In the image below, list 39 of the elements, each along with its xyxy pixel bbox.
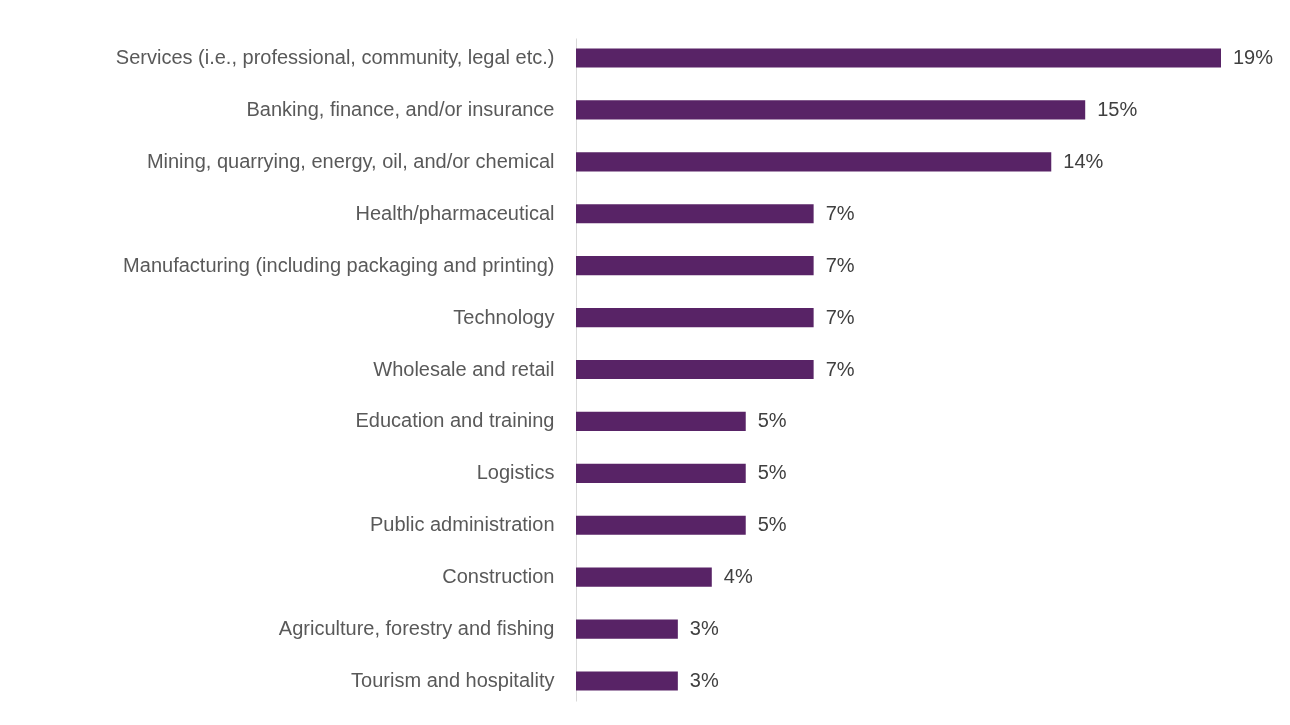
y-tick-label: Tourism and hospitality — [351, 669, 555, 692]
y-tick-label: Health/pharmaceutical — [355, 201, 555, 224]
bar — [576, 100, 1086, 120]
data-label: 7% — [825, 357, 855, 380]
data-label: 7% — [825, 253, 855, 276]
bar — [576, 411, 746, 432]
y-tick-label: Construction — [442, 565, 555, 588]
bar — [576, 152, 1052, 172]
bar — [576, 256, 814, 276]
data-label: 19% — [1233, 45, 1274, 68]
data-label: 3% — [689, 669, 719, 692]
bar — [576, 204, 814, 224]
data-label: 7% — [825, 201, 855, 224]
y-tick-label: Mining, quarrying, energy, oil, and/or chemical — [146, 149, 555, 172]
bar — [576, 48, 1221, 68]
y-tick-label: Wholesale and retail — [373, 357, 555, 380]
bar — [576, 671, 678, 691]
bar — [576, 567, 712, 587]
bar — [576, 359, 814, 380]
data-label: 5% — [757, 513, 787, 536]
bar — [576, 619, 678, 639]
y-tick-label: Agriculture, forestry and fishing — [278, 617, 555, 640]
data-label: 14% — [1063, 149, 1104, 172]
bar — [576, 515, 746, 535]
y-tick-label: Logistics — [476, 461, 555, 484]
y-tick-label: Banking, finance, and/or insurance — [246, 97, 555, 120]
data-label: 7% — [825, 305, 855, 328]
y-tick-label: Public administration — [369, 513, 555, 536]
y-tick-label: Technology — [453, 305, 555, 328]
data-label: 3% — [689, 617, 719, 640]
bar — [576, 463, 746, 483]
data-label: 5% — [757, 409, 787, 432]
bar — [576, 307, 814, 328]
data-label: 15% — [1097, 97, 1138, 120]
y-tick-label: Education and training — [355, 409, 555, 432]
y-tick-label: Manufacturing (including packaging and printing) — [123, 253, 555, 276]
data-label: 4% — [723, 565, 753, 588]
data-label: 5% — [757, 461, 787, 484]
y-tick-label: Services (i.e., professional, community, legal etc.) — [115, 45, 555, 68]
